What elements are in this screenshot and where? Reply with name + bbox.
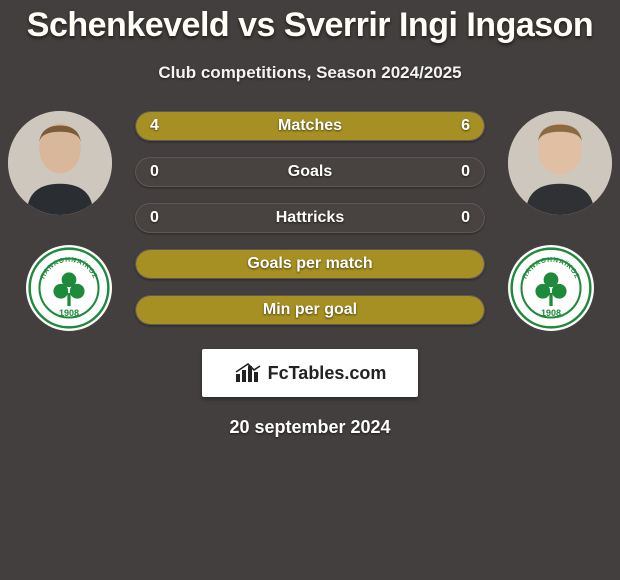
- stat-bar-row: Goals per match: [135, 249, 485, 279]
- stat-bar-row: Hattricks0 0: [135, 203, 485, 233]
- stat-bar-row: Min per goal: [135, 295, 485, 325]
- club-year-left: 1908: [59, 308, 79, 318]
- stat-value-right: 6: [461, 112, 470, 140]
- club-year-right: 1908: [541, 308, 561, 318]
- stat-label: Hattricks: [136, 204, 484, 232]
- page-title: Schenkeveld vs Sverrir Ingi Ingason: [0, 0, 620, 45]
- stat-bar-row: Matches4 6: [135, 111, 485, 141]
- player-silhouette-icon: [8, 111, 112, 215]
- bar-chart-icon: [234, 362, 262, 384]
- stat-label: Min per goal: [136, 296, 484, 324]
- brand-name: FcTables.com: [268, 363, 387, 384]
- player-photo-left: [8, 111, 112, 215]
- club-crest-icon: 1908 ΠΑΝΑΘΗΝΑΪΚΟΣ: [28, 247, 110, 329]
- stat-value-left: 4: [150, 112, 159, 140]
- stat-value-left: 0: [150, 158, 159, 186]
- club-crest-icon: 1908 ΠΑΝΑΘΗΝΑΪΚΟΣ: [510, 247, 592, 329]
- brand-logo-box: FcTables.com: [202, 349, 418, 397]
- stat-value-left: 0: [150, 204, 159, 232]
- stat-bars: Matches46Goals00Hattricks00Goals per mat…: [135, 111, 485, 341]
- stat-label: Goals per match: [136, 250, 484, 278]
- stat-label: Goals: [136, 158, 484, 186]
- player-silhouette-icon: [508, 111, 612, 215]
- stat-bar-row: Goals0 0: [135, 157, 485, 187]
- subtitle: Club competitions, Season 2024/2025: [0, 63, 620, 83]
- club-badge-right: 1908 ΠΑΝΑΘΗΝΑΪΚΟΣ: [508, 245, 594, 331]
- stat-label: Matches: [136, 112, 484, 140]
- date-label: 20 september 2024: [0, 417, 620, 438]
- stat-value-right: 0: [461, 204, 470, 232]
- stat-value-right: 0: [461, 158, 470, 186]
- player-photo-right: [508, 111, 612, 215]
- club-badge-left: 1908 ΠΑΝΑΘΗΝΑΪΚΟΣ: [26, 245, 112, 331]
